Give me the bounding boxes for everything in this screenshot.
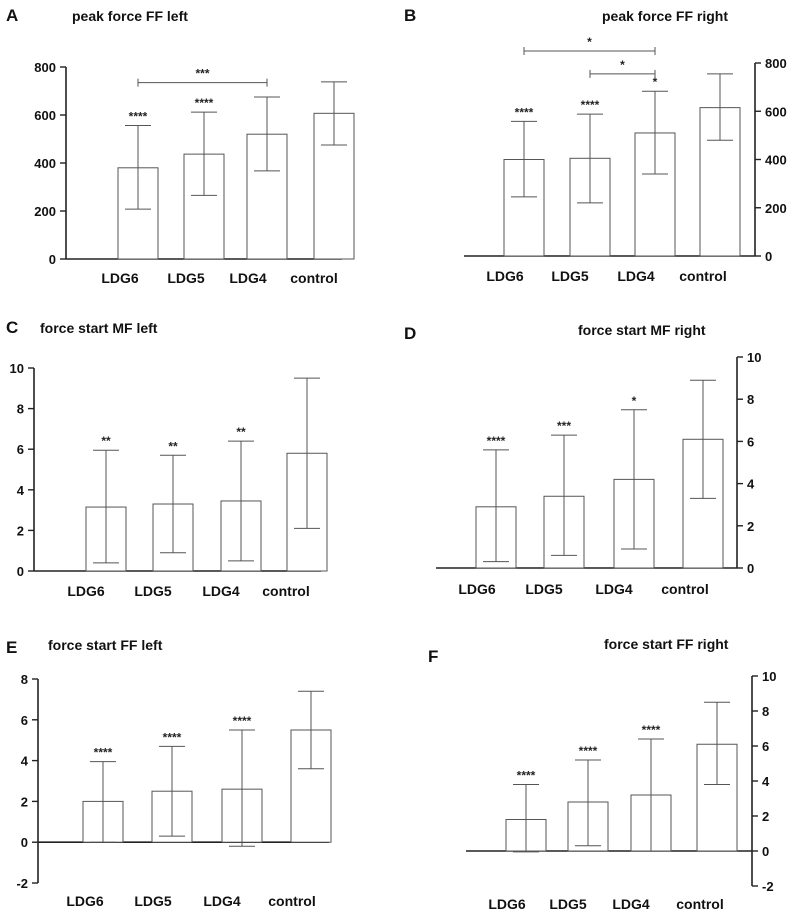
x-tick-label: control [268, 893, 315, 909]
y-tick-label: 4 [762, 774, 770, 789]
y-tick-label: 0 [747, 561, 754, 576]
x-tick-label: LDG4 [202, 583, 240, 599]
panel-letter: E [6, 638, 17, 657]
chart-title: force start FF left [48, 637, 163, 653]
y-tick-label: 8 [21, 672, 28, 687]
comparison-label: * [587, 35, 592, 49]
y-tick-label: 400 [765, 153, 787, 168]
x-tick-label: LDG4 [595, 581, 633, 597]
y-tick-label: 200 [765, 201, 787, 216]
y-tick-label: 2 [762, 809, 769, 824]
significance-label: ** [236, 425, 246, 439]
significance-label: **** [195, 96, 214, 110]
comparison-label: *** [195, 67, 209, 81]
y-tick-label: 600 [765, 104, 787, 119]
x-tick-label: LDG5 [551, 268, 589, 284]
chart-title: peak force FF left [72, 8, 188, 24]
y-tick-label: 6 [17, 442, 24, 457]
significance-label: **** [581, 98, 600, 112]
significance-label: **** [515, 105, 534, 119]
y-tick-label: 6 [21, 713, 28, 728]
significance-label: **** [487, 434, 506, 448]
significance-label: *** [557, 419, 571, 433]
chart-title: peak force FF right [602, 8, 728, 24]
x-tick-label: LDG6 [488, 896, 526, 912]
chart-title: force start MF left [40, 320, 158, 336]
panel-letter: B [404, 6, 416, 25]
chart-title: force start MF right [578, 322, 706, 338]
panel-letter: A [6, 6, 18, 25]
x-tick-label: LDG5 [134, 893, 172, 909]
panel-letter: C [6, 318, 18, 337]
y-tick-label: 2 [747, 519, 754, 534]
x-tick-label: control [262, 583, 309, 599]
significance-label: ** [168, 439, 178, 453]
y-tick-label: 10 [762, 669, 776, 684]
y-tick-label: 6 [747, 434, 754, 449]
x-tick-label: LDG6 [67, 583, 105, 599]
y-tick-label: 400 [34, 156, 56, 171]
y-tick-label: 0 [762, 844, 769, 859]
x-tick-label: LDG5 [134, 583, 172, 599]
y-tick-label: 4 [17, 483, 25, 498]
x-tick-label: LDG6 [486, 268, 524, 284]
y-tick-label: 200 [34, 204, 56, 219]
y-tick-label: 2 [21, 794, 28, 809]
y-tick-label: 800 [765, 56, 787, 71]
x-tick-label: LDG4 [612, 896, 650, 912]
x-tick-label: LDG4 [229, 270, 267, 286]
y-tick-label: 10 [10, 361, 24, 376]
x-tick-label: control [676, 896, 723, 912]
x-tick-label: LDG5 [167, 270, 205, 286]
x-tick-label: LDG6 [101, 270, 139, 286]
y-tick-label: 8 [17, 402, 24, 417]
y-tick-label: 800 [34, 60, 56, 75]
significance-label: **** [517, 769, 536, 783]
significance-label: * [632, 394, 637, 408]
panel-letter: D [404, 324, 416, 343]
significance-label: **** [94, 746, 113, 760]
y-tick-label: 0 [49, 252, 56, 267]
y-tick-label: 10 [747, 350, 761, 365]
y-tick-label: 4 [747, 477, 755, 492]
y-tick-label: 0 [21, 835, 28, 850]
x-tick-label: control [679, 268, 726, 284]
significance-label: **** [163, 730, 182, 744]
panel-letter: F [428, 647, 438, 666]
x-tick-label: LDG4 [203, 893, 241, 909]
x-tick-label: LDG5 [525, 581, 563, 597]
y-tick-label: 4 [21, 754, 29, 769]
y-tick-label: 8 [762, 704, 769, 719]
x-tick-label: control [661, 581, 708, 597]
y-tick-label: 2 [17, 523, 24, 538]
y-tick-label: -2 [16, 876, 28, 891]
chart-title: force start FF right [604, 636, 729, 652]
y-tick-label: -2 [762, 879, 774, 894]
significance-label: **** [129, 110, 148, 124]
y-tick-label: 8 [747, 392, 754, 407]
x-tick-label: LDG6 [458, 581, 496, 597]
y-tick-label: 0 [765, 249, 772, 264]
y-tick-label: 600 [34, 108, 56, 123]
comparison-label: * [620, 58, 625, 72]
significance-label: **** [233, 714, 252, 728]
x-tick-label: LDG4 [617, 268, 655, 284]
significance-label: * [653, 75, 658, 89]
y-tick-label: 6 [762, 739, 769, 754]
x-tick-label: control [290, 270, 337, 286]
y-tick-label: 0 [17, 564, 24, 579]
x-tick-label: LDG5 [549, 896, 587, 912]
significance-label: **** [642, 723, 661, 737]
significance-label: ** [101, 434, 111, 448]
x-tick-label: LDG6 [66, 893, 104, 909]
significance-label: **** [579, 744, 598, 758]
